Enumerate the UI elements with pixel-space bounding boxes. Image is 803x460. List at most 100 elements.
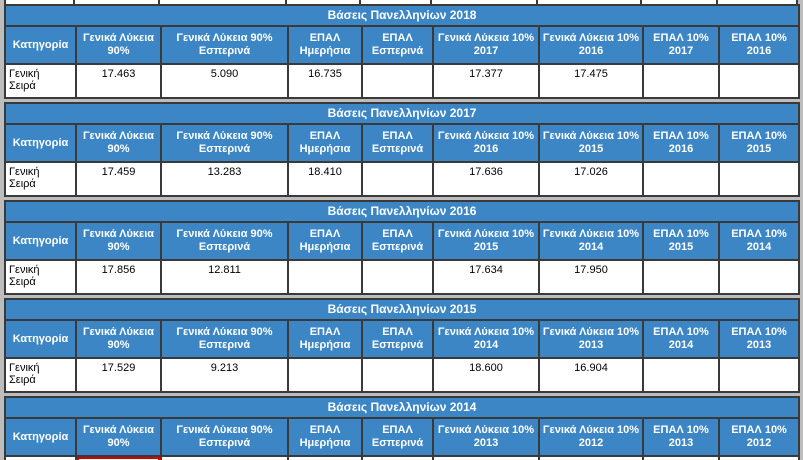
column-header: Γενικά Λύκεια 90% — [75, 417, 162, 457]
data-cell: 17.026 — [538, 161, 644, 197]
column-edge — [642, 0, 718, 4]
column-edge — [287, 0, 361, 4]
data-cell — [642, 259, 720, 295]
column-header: Γενικά Λύκεια 10% 2016 — [538, 25, 644, 65]
table-data-row: Γενική Σειρά 18.476 16.812 17.436 16.262 — [4, 455, 801, 460]
row-label: Γενική Σειρά — [4, 357, 77, 393]
column-header: ΕΠΑΛ 10% 2017 — [642, 25, 720, 65]
table-data-row: Γενική Σειρά 17.463 5.090 16.735 17.377 … — [4, 63, 801, 99]
data-cell — [642, 63, 720, 99]
table-title: Βάσεις Πανελληνίων 2014 — [3, 396, 801, 419]
highlighted-cell: 18.476 — [75, 455, 162, 460]
data-cell: 17.856 — [75, 259, 162, 295]
column-header: ΕΠΑΛ 10% 2014 — [717, 221, 801, 261]
column-header: Γενικά Λύκεια 90% — [75, 221, 162, 261]
data-cell: 16.735 — [287, 63, 363, 99]
table-title: Βάσεις Πανελληνίων 2015 — [3, 298, 801, 321]
column-edge — [718, 0, 798, 4]
column-header: ΕΠΑΛ 10% 2015 — [642, 221, 720, 261]
column-header: Γενικά Λύκεια 10% 2014 — [538, 221, 644, 261]
data-cell — [642, 455, 720, 460]
data-cell — [361, 63, 434, 99]
data-cell — [717, 357, 801, 393]
column-edge — [75, 0, 160, 4]
column-header: ΕΠΑΛ 10% 2016 — [717, 25, 801, 65]
column-edge — [4, 0, 75, 4]
column-header: ΕΠΑΛ 10% 2016 — [642, 123, 720, 163]
data-cell: 17.636 — [432, 161, 540, 197]
column-header: ΕΠΑΛ 10% 2012 — [717, 417, 801, 457]
table-title: Βάσεις Πανελληνίων 2018 — [3, 4, 801, 27]
column-header-category: Κατηγορία — [4, 123, 77, 163]
column-header: Γενικά Λύκεια 10% 2012 — [538, 417, 644, 457]
table-title-row: Βάσεις Πανελληνίων 2014 — [3, 396, 801, 419]
data-cell: 17.463 — [75, 63, 162, 99]
data-cell — [642, 161, 720, 197]
column-header: Γενικά Λύκεια 90% — [75, 25, 162, 65]
data-cell: 9.213 — [160, 357, 289, 393]
column-header-category: Κατηγορία — [4, 221, 77, 261]
data-cell: 16.262 — [538, 455, 644, 460]
column-header: Γενικά Λύκεια 10% 2013 — [538, 319, 644, 359]
table-data-row: Γενική Σειρά 17.529 9.213 18.600 16.904 — [4, 357, 801, 393]
data-cell: 17.950 — [538, 259, 644, 295]
column-edge — [361, 0, 432, 4]
data-cell: 16.904 — [538, 357, 644, 393]
bases-table: Βάσεις Πανελληνίων 2014 Κατηγορία Γενικά… — [3, 396, 801, 460]
column-header: ΕΠΑΛ Εσπερινά — [361, 221, 434, 261]
column-edge — [160, 0, 287, 4]
data-cell — [287, 357, 363, 393]
data-cell — [717, 259, 801, 295]
column-header: ΕΠΑΛ 10% 2014 — [642, 319, 720, 359]
table-header-row: Κατηγορία Γενικά Λύκεια 90% Γενικά Λύκει… — [4, 319, 801, 359]
data-cell — [361, 357, 434, 393]
column-header: ΕΠΑΛ Εσπερινά — [361, 319, 434, 359]
data-cell: 17.436 — [432, 455, 540, 460]
data-cell: 17.377 — [432, 63, 540, 99]
data-cell: 17.459 — [75, 161, 162, 197]
data-cell: 5.090 — [160, 63, 289, 99]
column-header: Γενικά Λύκεια 90% — [75, 319, 162, 359]
column-edge — [538, 0, 642, 4]
data-cell: 18.600 — [432, 357, 540, 393]
column-header: Γενικά Λύκεια 90% Εσπερινά — [160, 319, 289, 359]
column-header: ΕΠΑΛ Ημερήσια — [287, 25, 363, 65]
row-label: Γενική Σειρά — [4, 259, 77, 295]
column-header-category: Κατηγορία — [4, 417, 77, 457]
column-header: Γενικά Λύκεια 90% Εσπερινά — [160, 25, 289, 65]
column-header: ΕΠΑΛ Ημερήσια — [287, 123, 363, 163]
exam-bases-tables: Βάσεις Πανελληνίων 2018 Κατηγορία Γενικά… — [3, 4, 803, 460]
data-cell: 13.283 — [160, 161, 289, 197]
data-cell — [287, 259, 363, 295]
column-header: ΕΠΑΛ Εσπερινά — [361, 417, 434, 457]
data-cell: 17.475 — [538, 63, 644, 99]
column-header: Γενικά Λύκεια 90% — [75, 123, 162, 163]
column-header: Γενικά Λύκεια 10% 2017 — [432, 25, 540, 65]
bases-table: Βάσεις Πανελληνίων 2016 Κατηγορία Γενικά… — [3, 200, 801, 295]
data-cell — [717, 455, 801, 460]
column-header-category: Κατηγορία — [4, 25, 77, 65]
table-title-row: Βάσεις Πανελληνίων 2015 — [3, 298, 801, 321]
bases-table: Βάσεις Πανελληνίων 2017 Κατηγορία Γενικά… — [3, 102, 801, 197]
table-title-row: Βάσεις Πανελληνίων 2016 — [3, 200, 801, 223]
column-header: Γενικά Λύκεια 10% 2016 — [432, 123, 540, 163]
column-header: Γενικά Λύκεια 10% 2013 — [432, 417, 540, 457]
column-header: ΕΠΑΛ Εσπερινά — [361, 25, 434, 65]
data-cell — [717, 161, 801, 197]
data-cell: 18.410 — [287, 161, 363, 197]
table-title: Βάσεις Πανελληνίων 2017 — [3, 102, 801, 125]
column-header: Γενικά Λύκεια 10% 2014 — [432, 319, 540, 359]
previous-table-bottom-edge — [4, 0, 798, 4]
row-label: Γενική Σειρά — [4, 161, 77, 197]
table-title-row: Βάσεις Πανελληνίων 2017 — [3, 102, 801, 125]
column-header: ΕΠΑΛ Ημερήσια — [287, 221, 363, 261]
column-header: ΕΠΑΛ Ημερήσια — [287, 319, 363, 359]
bases-table: Βάσεις Πανελληνίων 2015 Κατηγορία Γενικά… — [3, 298, 801, 393]
table-title: Βάσεις Πανελληνίων 2016 — [3, 200, 801, 223]
column-header: Γενικά Λύκεια 90% Εσπερινά — [160, 123, 289, 163]
data-cell: 16.812 — [160, 455, 289, 460]
column-header: ΕΠΑΛ 10% 2015 — [717, 123, 801, 163]
table-title-row: Βάσεις Πανελληνίων 2018 — [3, 4, 801, 27]
bases-table: Βάσεις Πανελληνίων 2018 Κατηγορία Γενικά… — [3, 4, 801, 99]
